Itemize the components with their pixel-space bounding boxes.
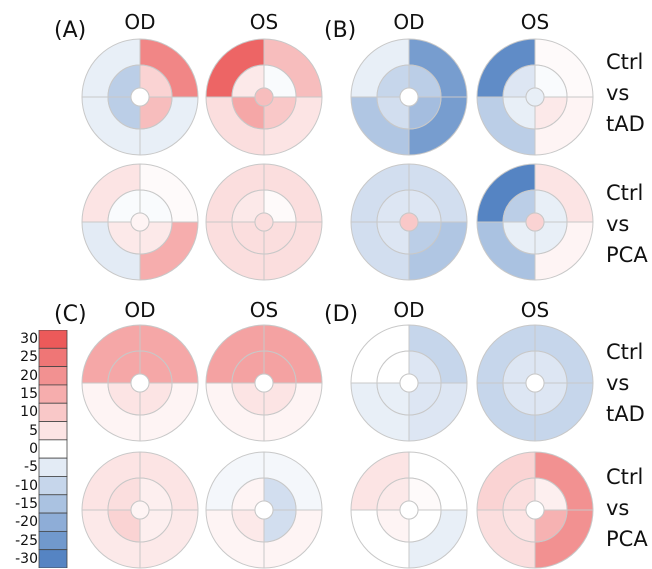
sector-map-a-os-row2 (205, 163, 323, 281)
color-scale-swatch (38, 530, 68, 551)
group-label-top-pca: Ctrl vs PCA (606, 181, 648, 267)
color-scale-tick: -15 (15, 495, 38, 512)
center-sector (254, 373, 274, 393)
center-sector (254, 212, 274, 232)
center-sector (130, 373, 150, 393)
color-scale-tick: -5 (24, 459, 38, 476)
color-scale-swatch (38, 494, 68, 514)
group-label-bottom-pca: Ctrl vs PCA (606, 465, 648, 551)
sector-map-d-od-row1 (350, 324, 468, 442)
sector-map-c-od-row1 (81, 324, 199, 442)
sector-map-d-os-row2 (476, 451, 594, 569)
center-sector (525, 373, 545, 393)
center-sector (130, 212, 150, 232)
sector-map-c-os-row2 (205, 451, 323, 569)
eye-header-d-os: OS (520, 298, 550, 322)
sector-map-b-os-row2 (476, 163, 594, 281)
center-sector (399, 212, 419, 232)
center-sector (399, 500, 419, 520)
panel-label-c: (C) (54, 302, 87, 327)
color-scale-swatch (38, 476, 68, 496)
sector-map-d-od-row2 (350, 451, 468, 569)
color-scale-swatch (38, 421, 68, 441)
color-scale-swatch (38, 439, 68, 459)
sector-map-d-os-row1 (476, 324, 594, 442)
color-scale-tick: -20 (15, 514, 38, 531)
eye-header-c-od: OD (124, 298, 156, 322)
center-sector (254, 500, 274, 520)
center-sector (254, 87, 274, 107)
eye-header-a-os: OS (249, 10, 279, 34)
sector-map-b-os-row1 (476, 38, 594, 156)
panel-label-b: (B) (324, 18, 357, 43)
color-scale-swatch (38, 366, 68, 386)
center-sector (525, 212, 545, 232)
color-scale-tick: 15 (20, 386, 38, 403)
sector-map-a-od-row1 (81, 38, 199, 156)
center-sector (525, 500, 545, 520)
center-sector (399, 87, 419, 107)
group-label-bottom-tad: Ctrl vs tAD (606, 340, 645, 426)
color-scale-swatch (38, 330, 68, 349)
color-scale-tick: 25 (20, 349, 38, 366)
color-scale-swatch (38, 512, 68, 532)
sector-map-b-od-row2 (350, 163, 468, 281)
color-scale-swatch (38, 384, 68, 404)
eye-header-b-os: OS (520, 10, 550, 34)
center-sector (130, 87, 150, 107)
panel-label-d: (D) (324, 302, 359, 327)
color-scale-tick: -25 (15, 532, 38, 549)
center-sector (130, 500, 150, 520)
sector-map-a-os-row1 (205, 38, 323, 156)
sector-map-c-od-row2 (81, 451, 199, 569)
color-scale-swatch (38, 457, 68, 477)
color-scale-swatch (38, 549, 68, 568)
color-scale-bar (38, 330, 68, 568)
color-scale-tick: 0 (29, 441, 38, 457)
color-scale-tick: 30 (20, 331, 38, 348)
color-scale-swatch (38, 402, 68, 422)
panel-label-a: (A) (54, 18, 87, 43)
sector-map-b-od-row1 (350, 38, 468, 156)
sector-map-c-os-row1 (205, 324, 323, 442)
color-scale-swatch (38, 347, 68, 368)
eye-header-c-os: OS (249, 298, 279, 322)
eye-header-b-od: OD (393, 10, 425, 34)
center-sector (399, 373, 419, 393)
color-scale-tick: -10 (15, 477, 38, 494)
eye-header-d-od: OD (393, 298, 425, 322)
color-scale-tick: 20 (20, 367, 38, 384)
color-scale-tick: -30 (15, 550, 38, 567)
color-scale-tick: 5 (29, 422, 38, 439)
group-label-top-tad: Ctrl vs tAD (606, 50, 645, 136)
color-scale-tick: 10 (20, 404, 38, 421)
color-scale: 30 25 20 15 10 5 0 -5 -10 -15 -20 -25 -30 (0, 330, 72, 568)
sector-map-a-od-row2 (81, 163, 199, 281)
center-sector (525, 87, 545, 107)
eye-header-a-od: OD (124, 10, 156, 34)
